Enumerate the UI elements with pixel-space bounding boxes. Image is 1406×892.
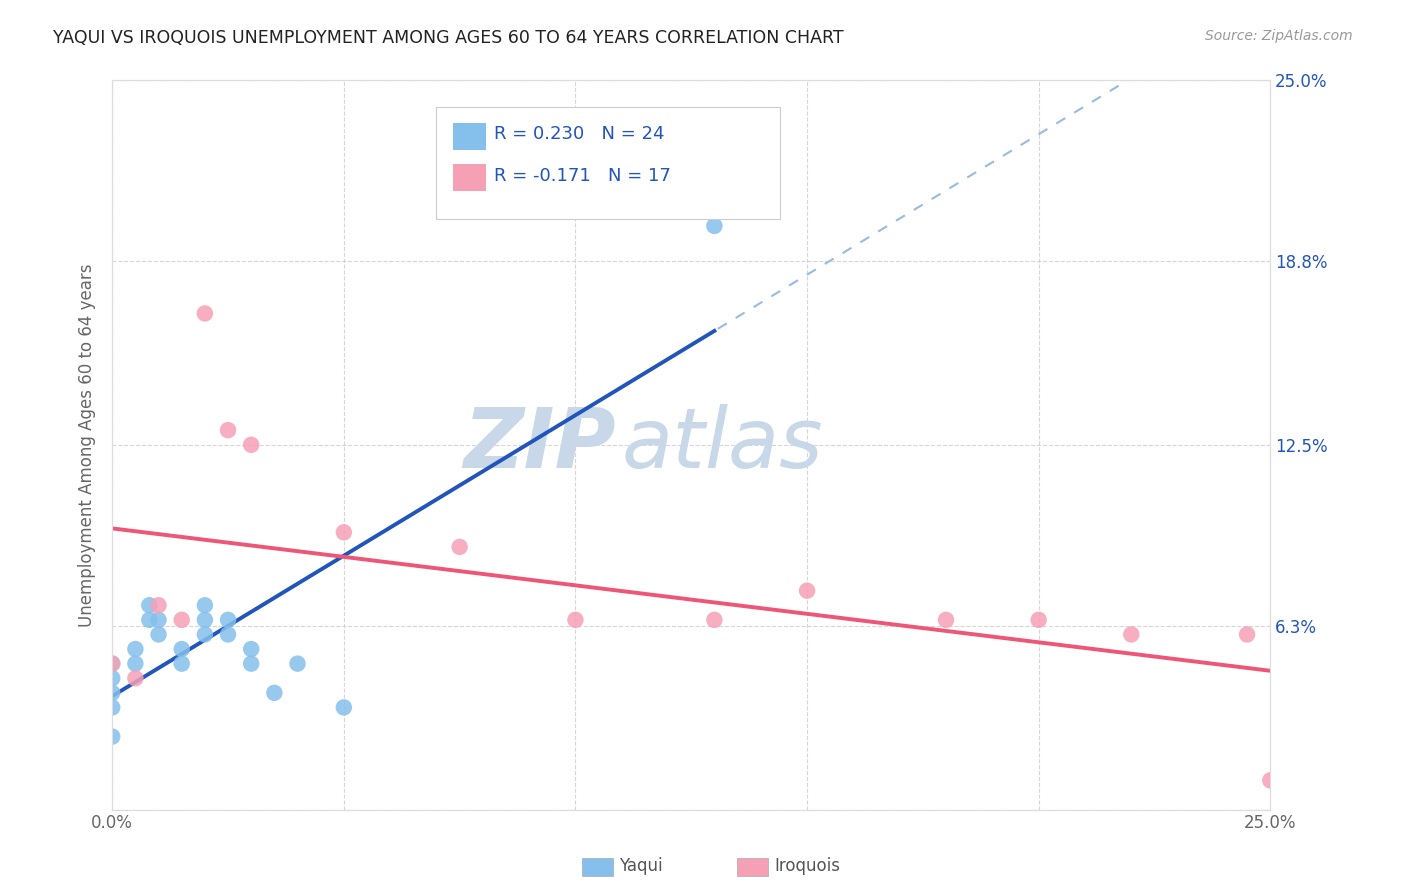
Point: [124, 642, 146, 657]
Point: [703, 613, 725, 627]
Point: [703, 219, 725, 233]
Point: [124, 657, 146, 671]
Point: [217, 613, 239, 627]
Point: [1258, 773, 1281, 788]
Point: [124, 671, 146, 685]
Point: [138, 613, 160, 627]
Point: [333, 700, 356, 714]
Point: [217, 423, 239, 437]
Point: [263, 686, 285, 700]
Text: atlas: atlas: [621, 404, 824, 485]
Point: [101, 657, 124, 671]
Point: [194, 627, 217, 641]
Point: [101, 686, 124, 700]
Point: [148, 599, 170, 613]
Point: [240, 657, 263, 671]
Point: [935, 613, 957, 627]
Point: [170, 657, 193, 671]
Point: [287, 657, 309, 671]
Text: R = 0.230   N = 24: R = 0.230 N = 24: [494, 125, 664, 143]
Point: [148, 627, 170, 641]
Text: ZIP: ZIP: [464, 404, 616, 485]
Point: [194, 613, 217, 627]
Point: [101, 657, 124, 671]
Point: [449, 540, 471, 554]
Point: [217, 627, 239, 641]
Y-axis label: Unemployment Among Ages 60 to 64 years: Unemployment Among Ages 60 to 64 years: [79, 263, 96, 626]
Point: [333, 525, 356, 540]
Point: [564, 613, 586, 627]
Point: [194, 306, 217, 320]
Point: [1236, 627, 1258, 641]
Point: [194, 599, 217, 613]
Point: [170, 613, 193, 627]
Text: Yaqui: Yaqui: [619, 857, 662, 875]
Text: Source: ZipAtlas.com: Source: ZipAtlas.com: [1205, 29, 1353, 43]
Text: R = -0.171   N = 17: R = -0.171 N = 17: [494, 167, 671, 185]
Point: [170, 642, 193, 657]
Point: [240, 438, 263, 452]
Point: [101, 700, 124, 714]
Point: [101, 730, 124, 744]
Text: Iroquois: Iroquois: [775, 857, 841, 875]
Point: [148, 613, 170, 627]
Point: [1028, 613, 1050, 627]
Point: [240, 642, 263, 657]
Text: YAQUI VS IROQUOIS UNEMPLOYMENT AMONG AGES 60 TO 64 YEARS CORRELATION CHART: YAQUI VS IROQUOIS UNEMPLOYMENT AMONG AGE…: [53, 29, 844, 46]
Point: [138, 599, 160, 613]
Point: [1121, 627, 1143, 641]
Point: [101, 671, 124, 685]
Point: [796, 583, 818, 598]
